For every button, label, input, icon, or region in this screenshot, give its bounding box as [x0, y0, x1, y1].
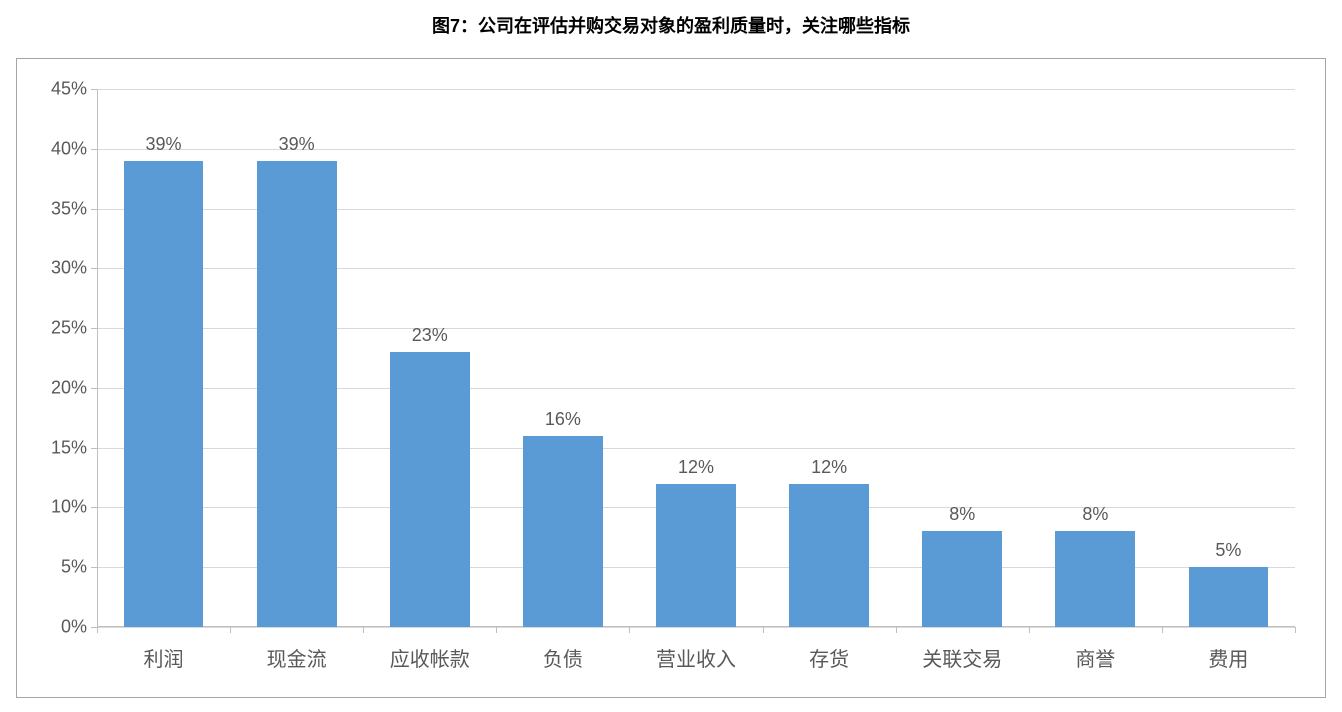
data-label: 23%: [412, 325, 448, 346]
x-tick-mark: [1162, 627, 1163, 633]
x-tick-mark: [97, 627, 98, 633]
data-label: 39%: [279, 134, 315, 155]
y-tick-label: 30%: [51, 258, 87, 279]
data-label: 5%: [1215, 540, 1241, 561]
chart-container: 图7：公司在评估并购交易对象的盈利质量时，关注哪些指标 0% 5% 10% 15% 20…: [0, 0, 1342, 712]
x-tick-mark: [230, 627, 231, 633]
bar-slot: 39%: [97, 89, 230, 627]
data-label: 12%: [678, 457, 714, 478]
data-label: 8%: [1082, 504, 1108, 525]
bar-slot: 8%: [896, 89, 1029, 627]
bars-row: 39% 39% 23% 16% 12% 12% 8% 8% 5%: [97, 89, 1295, 627]
y-tick-label: 10%: [51, 497, 87, 518]
bar: [789, 484, 869, 627]
y-tick-label: 5%: [61, 557, 87, 578]
x-label: 应收帐款: [363, 643, 496, 672]
x-tick-mark: [363, 627, 364, 633]
x-label: 现金流: [230, 643, 363, 672]
y-tick-label: 0%: [61, 617, 87, 638]
y-tick-label: 45%: [51, 79, 87, 100]
bar: [1055, 531, 1135, 627]
y-tick-label: 35%: [51, 198, 87, 219]
bar: [257, 161, 337, 627]
x-label: 费用: [1162, 643, 1295, 672]
bar-slot: 16%: [496, 89, 629, 627]
x-tick-mark: [629, 627, 630, 633]
data-label: 16%: [545, 409, 581, 430]
chart-title: 图7：公司在评估并购交易对象的盈利质量时，关注哪些指标: [432, 12, 910, 38]
x-label: 利润: [97, 643, 230, 672]
x-label: 负债: [496, 643, 629, 672]
x-axis-labels: 利润现金流应收帐款负债营业收入存货关联交易商誉费用: [97, 643, 1295, 672]
bar: [1189, 567, 1269, 627]
grid-line: [97, 627, 1295, 628]
y-tick-label: 40%: [51, 138, 87, 159]
bar: [922, 531, 1002, 627]
bar: [124, 161, 204, 627]
x-tick-mark: [1295, 627, 1296, 633]
y-tick-label: 15%: [51, 437, 87, 458]
x-tick-mark: [896, 627, 897, 633]
chart-frame: 0% 5% 10% 15% 20% 25% 30% 35% 40% 45% 39% 39% 23% 16%…: [16, 58, 1326, 698]
x-label: 存货: [763, 643, 896, 672]
x-tick-mark: [496, 627, 497, 633]
bar: [390, 352, 470, 627]
x-label: 商誉: [1029, 643, 1162, 672]
bar-slot: 5%: [1162, 89, 1295, 627]
x-tick-mark: [763, 627, 764, 633]
data-label: 12%: [811, 457, 847, 478]
y-tick-label: 25%: [51, 318, 87, 339]
x-label: 营业收入: [629, 643, 762, 672]
x-tick-mark: [1029, 627, 1030, 633]
bar-slot: 12%: [763, 89, 896, 627]
data-label: 8%: [949, 504, 975, 525]
bar-slot: 8%: [1029, 89, 1162, 627]
bar: [656, 484, 736, 627]
bar: [523, 436, 603, 627]
bar-slot: 12%: [629, 89, 762, 627]
x-label: 关联交易: [896, 643, 1029, 672]
data-label: 39%: [146, 134, 182, 155]
bar-slot: 39%: [230, 89, 363, 627]
plot-area: 0%5%10%15%20%25%30%35%40%45%39%39%23%16%…: [97, 89, 1295, 627]
bar-slot: 23%: [363, 89, 496, 627]
y-tick-label: 20%: [51, 377, 87, 398]
